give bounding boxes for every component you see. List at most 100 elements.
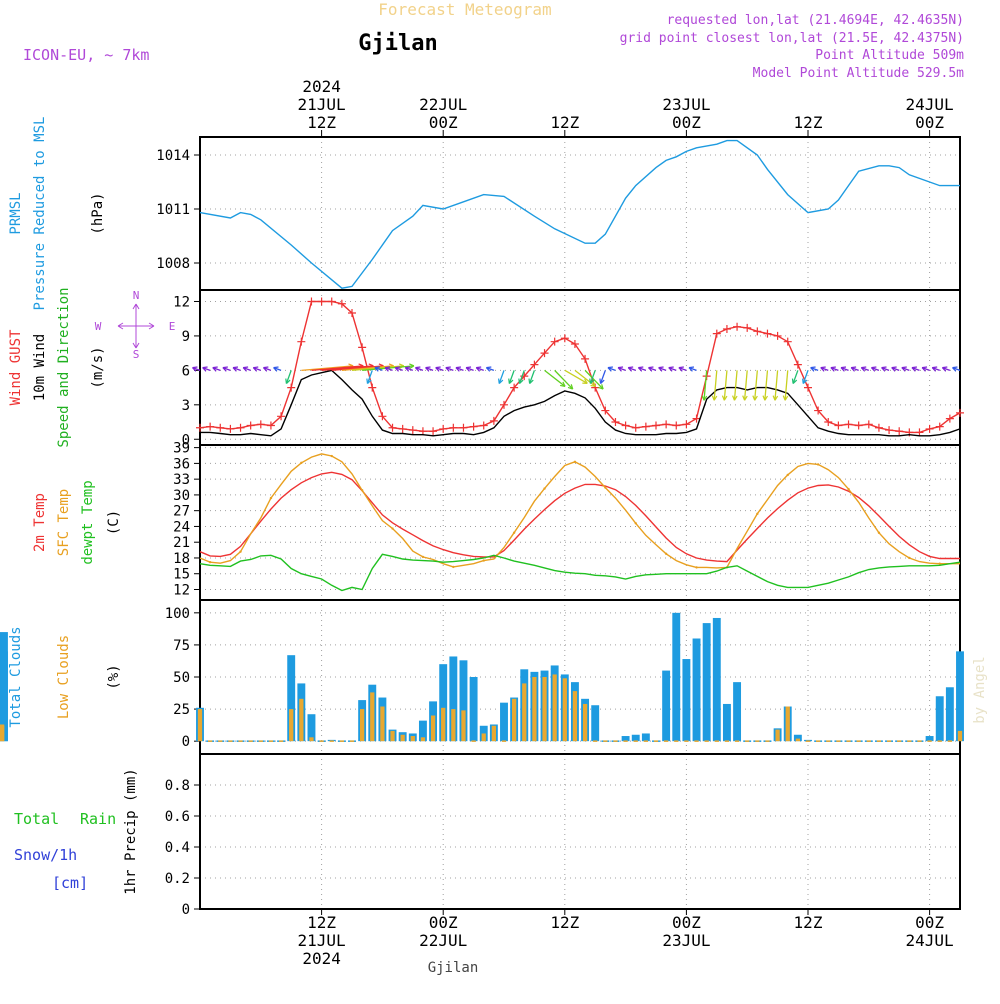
low-cloud-bar: [775, 729, 780, 742]
wind-arrow: [668, 367, 677, 371]
sfc-temp-line: [199, 453, 960, 569]
total-cloud-bar: [591, 705, 600, 742]
side-label: [cm]: [52, 874, 88, 892]
wind-arrow: [242, 367, 251, 371]
wind-arrow: [554, 369, 574, 390]
wind-arrow-head: [952, 366, 958, 372]
wind-arrow: [465, 367, 474, 371]
wind-arrow-head: [465, 366, 472, 372]
ytick-label: 36: [173, 456, 190, 472]
bottom-time-label: 12Z: [307, 913, 336, 932]
sfc-temp-dot: [573, 460, 577, 464]
bottom-time-label: 12Z: [794, 913, 823, 932]
wind-arrow-head: [366, 378, 372, 384]
gust-marker: [206, 422, 215, 431]
wind-arrow-head: [701, 395, 708, 401]
total-cloud-bar: [682, 659, 691, 742]
total-cloud-bar: [439, 664, 448, 742]
wind-arrow-head: [222, 366, 228, 372]
total-cloud-bar: [469, 677, 478, 742]
gust-marker: [753, 327, 762, 336]
low-cloud-bar: [400, 734, 405, 742]
wind-arrow: [564, 369, 588, 384]
wind-arrow: [931, 367, 940, 371]
wind-arrow-head: [435, 366, 441, 372]
gust-marker: [388, 423, 397, 432]
2m-temp-line: [199, 471, 960, 563]
gust-marker: [793, 360, 802, 369]
low-cloud-bar: [380, 706, 385, 742]
gust-marker: [297, 337, 306, 346]
wind-arrow-head: [762, 395, 769, 401]
wind-arrow-head: [598, 384, 604, 390]
wind-arrow: [192, 367, 201, 371]
total-cloud-bar: [418, 720, 427, 742]
wind-arrow: [713, 370, 718, 401]
compass-e: E: [169, 320, 176, 333]
wind-arrow-head: [252, 366, 259, 372]
gust-marker: [621, 421, 630, 430]
gust-marker: [439, 424, 448, 433]
watermark: by Angel: [972, 656, 988, 723]
total-cloud-bar: [307, 714, 316, 742]
sfc-temp-dot: [543, 487, 546, 490]
total-cloud-bar: [956, 651, 964, 742]
wind-arrow-head: [590, 381, 596, 387]
side-label: 2m Temp: [32, 493, 48, 552]
low-cloud-bar: [197, 709, 203, 742]
wind-arrow: [658, 367, 667, 371]
wind-arrow: [253, 367, 262, 371]
wind-arrow-head: [242, 366, 249, 372]
gust-marker: [408, 426, 417, 435]
sfc-temp-dot: [208, 560, 212, 564]
panels: 1008 1011 1014 (hPa) PRMSL Pressure Reduced t…: [0, 117, 964, 918]
total-cloud-bar: [0, 632, 8, 742]
wind-arrow: [764, 370, 769, 401]
panel-frame: [199, 753, 961, 910]
ytick-label: 21: [173, 535, 190, 551]
low-cloud-bar: [461, 710, 466, 742]
precip-panel: 0 0.2 0.4 0.6 0.8 1hr Precip (mm) Total RainSno…: [14, 753, 961, 918]
wind-compass: N W E S: [95, 289, 176, 361]
wind-arrow: [584, 369, 604, 390]
total-cloud-bar: [641, 733, 650, 742]
side-label: 10m Wind: [32, 334, 48, 401]
wind-arrow-head: [498, 378, 504, 384]
y-axis-label: (hPa): [90, 192, 106, 234]
side-label: Pressure Reduced to MSL: [32, 117, 48, 311]
top-time-label: 00Z: [672, 113, 701, 132]
gust-marker: [682, 420, 691, 429]
wind-arrow: [754, 370, 758, 401]
total-cloud-bar: [631, 734, 640, 742]
gust-marker: [844, 420, 853, 429]
low-cloud-bar: [522, 683, 527, 742]
gust-marker: [631, 423, 640, 432]
gust-marker: [449, 423, 458, 432]
wind-arrow: [589, 370, 596, 384]
top-time-label: 00Z: [429, 113, 458, 132]
top-time-label: 12Z: [307, 113, 336, 132]
side-label: Wind GUST: [8, 329, 24, 405]
ytick-label: 1014: [156, 148, 190, 164]
wind-arrow-head: [711, 395, 718, 401]
gust-marker: [935, 422, 944, 431]
top-time-label: 00Z: [915, 113, 944, 132]
gust-marker: [743, 323, 752, 332]
low-cloud-bar: [512, 698, 517, 742]
wind-arrow: [405, 367, 414, 371]
gust-marker: [469, 422, 478, 431]
side-label: PRMSL: [8, 192, 24, 234]
sfc-temp-dot: [877, 531, 881, 534]
sfc-temp-dot: [908, 556, 911, 560]
low-cloud-bar: [542, 677, 547, 742]
wind-arrow-head: [567, 384, 574, 390]
gust-marker: [429, 427, 438, 436]
sfc-temp-dot: [512, 531, 516, 534]
side-label: dewpt Temp: [80, 480, 96, 564]
wind-arrow-head: [802, 378, 808, 384]
top-time-label: 21JUL: [298, 95, 346, 114]
wind-arrow-head: [830, 366, 836, 372]
low-cloud-bar: [299, 698, 304, 742]
wind-arrow: [202, 367, 211, 371]
